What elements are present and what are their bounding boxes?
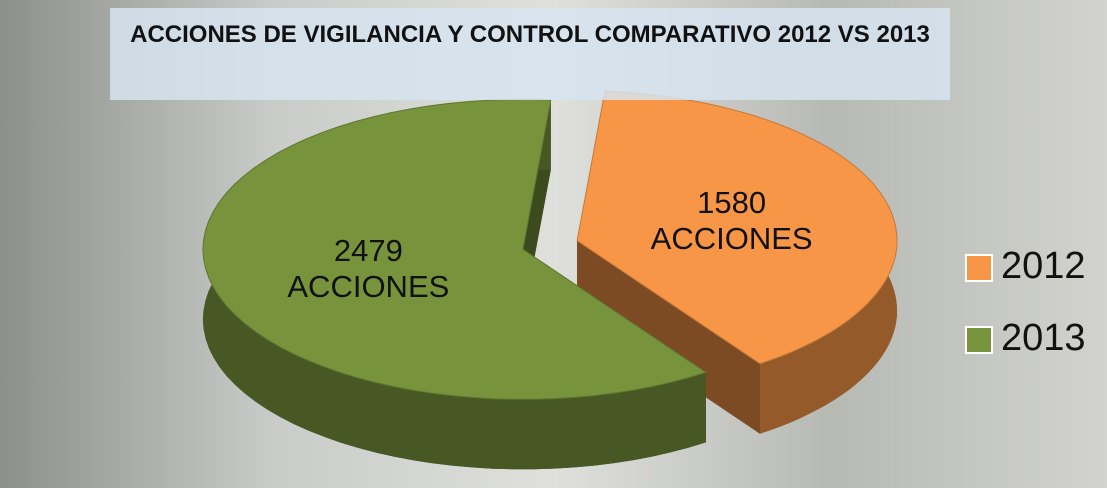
legend-swatch <box>965 254 993 282</box>
data-label: 2479 ACCIONES <box>258 233 478 305</box>
legend-swatch <box>965 326 993 354</box>
legend-entry: 2013 <box>965 317 1086 360</box>
chart-title: ACCIONES DE VIGILANCIA Y CONTROL COMPARA… <box>110 8 950 100</box>
legend-label: 2012 <box>1001 245 1086 287</box>
data-label: 1580 ACCIONES <box>622 185 842 257</box>
page: ACCIONES DE VIGILANCIA Y CONTROL COMPARA… <box>0 0 1107 488</box>
legend-label: 2013 <box>1001 317 1086 359</box>
legend-entry: 2012 <box>965 245 1086 288</box>
